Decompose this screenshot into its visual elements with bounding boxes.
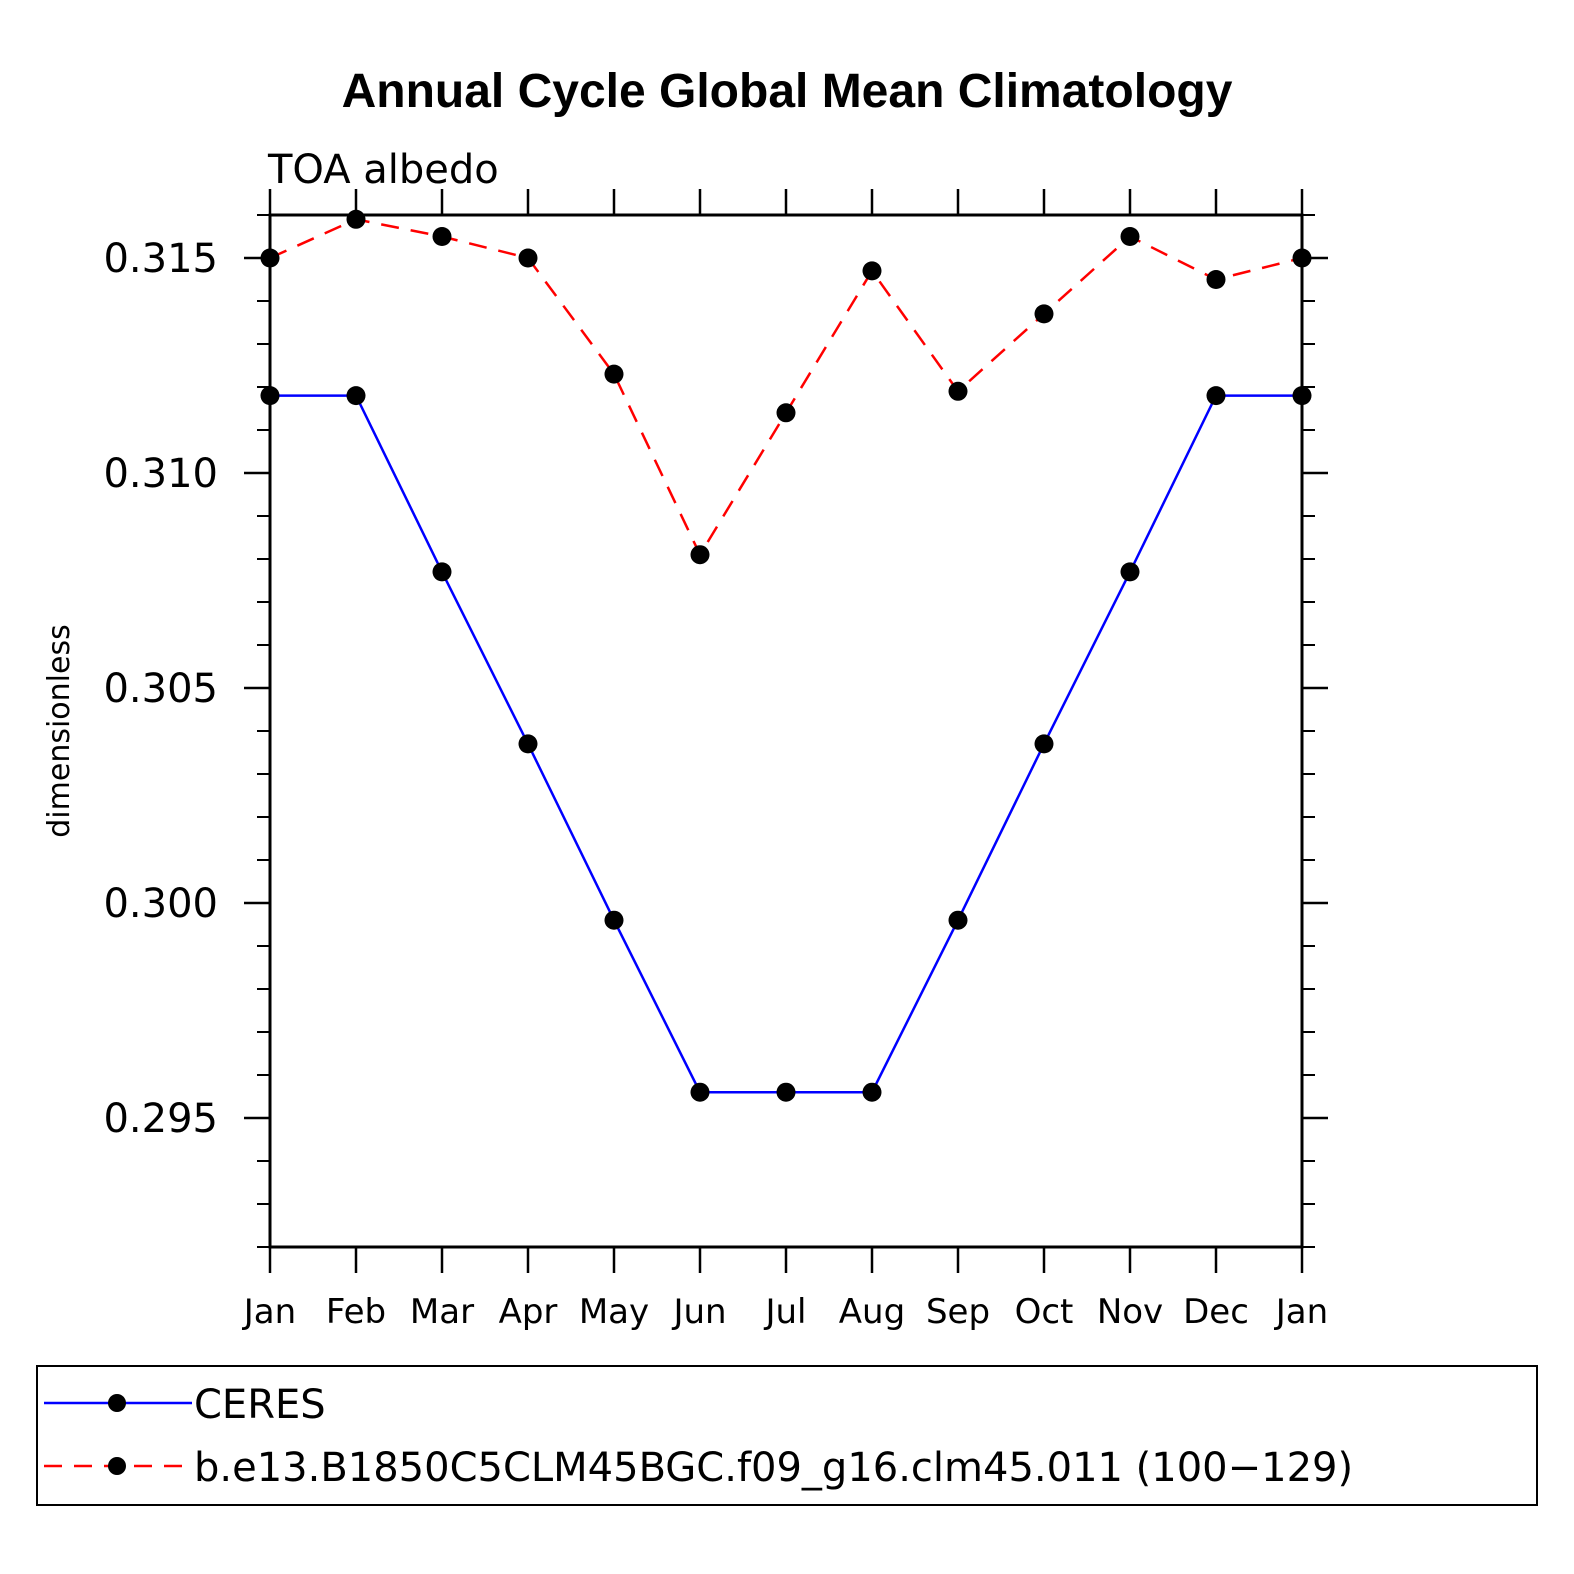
data-point-model: [604, 364, 624, 384]
data-point-model: [1034, 304, 1054, 324]
x-tick-label: May: [579, 1292, 649, 1332]
data-point-ceres: [1292, 386, 1312, 406]
data-point-ceres: [518, 734, 538, 754]
x-tick-label: Jan: [242, 1292, 296, 1332]
data-point-ceres: [948, 910, 968, 930]
data-point-model: [690, 545, 710, 565]
data-point-model: [948, 381, 968, 401]
data-point-ceres: [604, 910, 624, 930]
x-tick-labels: Jan Feb Mar Apr May Jun Jul Aug Sep Oct Nov Dec Jan: [242, 1292, 1328, 1332]
x-tick-label: Apr: [499, 1292, 558, 1332]
data-point-model: [862, 261, 882, 281]
legend: CERES b.e13.B1850C5CLM45BGC.f09_g16.clm4…: [36, 1365, 1538, 1506]
series-lines: [269, 217, 1303, 1094]
x-tick-label: Aug: [839, 1292, 905, 1332]
axis-ticks: [244, 189, 1328, 1273]
legend-marker-model: [108, 1457, 126, 1475]
x-tick-label: Dec: [1183, 1292, 1249, 1332]
x-tick-label: Jul: [763, 1292, 806, 1332]
x-tick-label: Nov: [1097, 1292, 1163, 1332]
data-point-model: [776, 403, 796, 423]
data-point-ceres: [690, 1082, 710, 1102]
data-point-ceres: [1120, 562, 1140, 582]
y-tick-label: 0.315: [103, 236, 218, 282]
y-tick-label: 0.295: [103, 1096, 218, 1142]
x-tick-label: Jun: [671, 1292, 726, 1332]
data-point-model: [1292, 248, 1312, 268]
x-tick-label: Feb: [326, 1292, 386, 1332]
legend-label-model: b.e13.B1850C5CLM45BGC.f09_g16.clm45.011 …: [194, 1445, 1353, 1491]
data-point-model: [518, 248, 538, 268]
data-point-ceres: [260, 386, 280, 406]
data-point-ceres: [776, 1082, 796, 1102]
y-tick-label: 0.310: [103, 451, 218, 497]
data-point-ceres: [1206, 386, 1226, 406]
x-tick-label: Sep: [926, 1292, 990, 1332]
data-point-model: [1120, 227, 1140, 246]
data-point-ceres: [1034, 734, 1054, 754]
data-point-ceres: [432, 562, 452, 582]
y-tick-label: 0.300: [103, 881, 218, 927]
legend-box: [36, 1365, 1538, 1506]
data-point-ceres: [862, 1082, 882, 1102]
series-points: [260, 209, 1312, 1102]
y-tick-label: 0.305: [103, 666, 218, 712]
data-point-model: [346, 209, 366, 229]
legend-label-ceres: CERES: [194, 1382, 326, 1428]
legend-marker-ceres: [108, 1394, 126, 1412]
chart-subtitle: TOA albedo: [267, 147, 499, 193]
data-point-model: [260, 248, 280, 268]
series-line-ceres: [270, 394, 1302, 1094]
x-tick-label: Mar: [410, 1292, 474, 1332]
x-tick-label: Jan: [1274, 1292, 1328, 1332]
x-tick-label: Oct: [1015, 1292, 1074, 1332]
data-point-model: [432, 227, 452, 246]
series-line-model: [269, 217, 1303, 558]
data-point-ceres: [346, 386, 366, 406]
y-axis-label: dimensionless: [42, 624, 77, 837]
data-point-model: [1206, 270, 1226, 289]
y-tick-labels: 0.295 0.300 0.305 0.310 0.315: [103, 236, 218, 1142]
chart-title: Annual Cycle Global Mean Climatology: [342, 65, 1233, 118]
